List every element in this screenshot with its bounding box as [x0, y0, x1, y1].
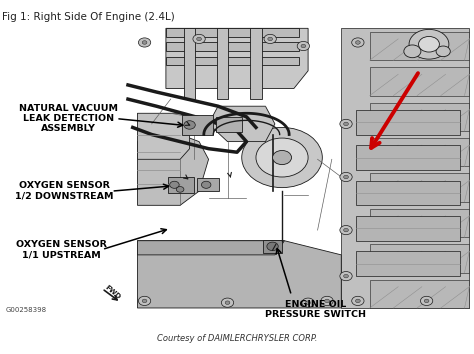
Circle shape — [344, 175, 348, 179]
Polygon shape — [216, 117, 242, 132]
Circle shape — [302, 298, 314, 307]
Polygon shape — [356, 216, 460, 241]
Circle shape — [419, 36, 439, 52]
Text: OXYGEN SENSOR
1/1 UPSTREAM: OXYGEN SENSOR 1/1 UPSTREAM — [16, 240, 107, 259]
Circle shape — [184, 121, 195, 129]
Polygon shape — [370, 209, 469, 237]
Circle shape — [356, 299, 360, 303]
Circle shape — [193, 34, 205, 44]
Polygon shape — [370, 280, 469, 308]
Circle shape — [197, 37, 201, 41]
Circle shape — [242, 127, 322, 188]
Polygon shape — [168, 177, 194, 193]
Circle shape — [404, 45, 421, 58]
Text: ENGINE OIL
PRESSURE SWITCH: ENGINE OIL PRESSURE SWITCH — [264, 300, 366, 319]
Circle shape — [201, 181, 211, 188]
Circle shape — [340, 119, 352, 129]
Polygon shape — [128, 28, 469, 308]
Circle shape — [176, 187, 184, 192]
Circle shape — [436, 46, 450, 57]
Circle shape — [268, 37, 273, 41]
Circle shape — [420, 38, 433, 47]
Polygon shape — [209, 106, 275, 142]
Circle shape — [306, 301, 310, 304]
Circle shape — [352, 296, 364, 306]
Polygon shape — [197, 178, 219, 191]
Circle shape — [344, 122, 348, 126]
Text: G00258398: G00258398 — [6, 307, 47, 313]
Polygon shape — [166, 57, 299, 65]
Circle shape — [352, 38, 364, 47]
Circle shape — [344, 228, 348, 232]
Polygon shape — [137, 241, 284, 255]
Polygon shape — [341, 28, 469, 308]
Polygon shape — [137, 241, 341, 308]
Circle shape — [297, 41, 310, 51]
Circle shape — [273, 150, 292, 165]
Polygon shape — [137, 113, 190, 159]
Polygon shape — [370, 103, 469, 131]
Circle shape — [256, 138, 308, 177]
Polygon shape — [182, 115, 213, 135]
Polygon shape — [370, 32, 469, 60]
Text: OXYGEN SENSOR
1/2 DOWNSTREAM: OXYGEN SENSOR 1/2 DOWNSTREAM — [15, 182, 113, 201]
Polygon shape — [250, 28, 262, 99]
Polygon shape — [370, 67, 469, 96]
Text: Courtesy of DAIMLERCHRYSLER CORP.: Courtesy of DAIMLERCHRYSLER CORP. — [157, 335, 317, 343]
Circle shape — [325, 299, 329, 303]
Circle shape — [264, 34, 276, 44]
Text: NATURAL VACUUM
LEAK DETECTION
ASSEMBLY: NATURAL VACUUM LEAK DETECTION ASSEMBLY — [19, 104, 118, 133]
Circle shape — [340, 172, 352, 182]
Polygon shape — [166, 42, 299, 51]
Circle shape — [142, 299, 147, 303]
Text: FWD: FWD — [103, 284, 121, 300]
Circle shape — [344, 274, 348, 278]
Polygon shape — [356, 110, 460, 135]
Circle shape — [170, 181, 179, 188]
Circle shape — [409, 29, 449, 59]
Polygon shape — [217, 28, 228, 99]
Circle shape — [138, 296, 151, 306]
Polygon shape — [166, 28, 308, 88]
Polygon shape — [356, 181, 460, 205]
Circle shape — [356, 41, 360, 44]
Polygon shape — [137, 135, 209, 205]
Polygon shape — [370, 138, 469, 166]
Circle shape — [225, 301, 230, 304]
Polygon shape — [184, 28, 195, 99]
Polygon shape — [166, 28, 299, 37]
Circle shape — [340, 225, 352, 235]
Circle shape — [424, 41, 429, 44]
Circle shape — [420, 296, 433, 306]
Polygon shape — [356, 251, 460, 276]
Text: Fig 1: Right Side Of Engine (2.4L): Fig 1: Right Side Of Engine (2.4L) — [2, 12, 175, 22]
Circle shape — [142, 41, 147, 44]
Circle shape — [340, 272, 352, 281]
Circle shape — [424, 299, 429, 303]
Circle shape — [301, 44, 306, 48]
Circle shape — [267, 242, 278, 251]
Polygon shape — [263, 240, 282, 253]
Polygon shape — [370, 173, 469, 202]
Circle shape — [138, 38, 151, 47]
Circle shape — [321, 296, 333, 306]
Polygon shape — [356, 145, 460, 170]
Polygon shape — [370, 244, 469, 273]
Circle shape — [221, 298, 234, 307]
